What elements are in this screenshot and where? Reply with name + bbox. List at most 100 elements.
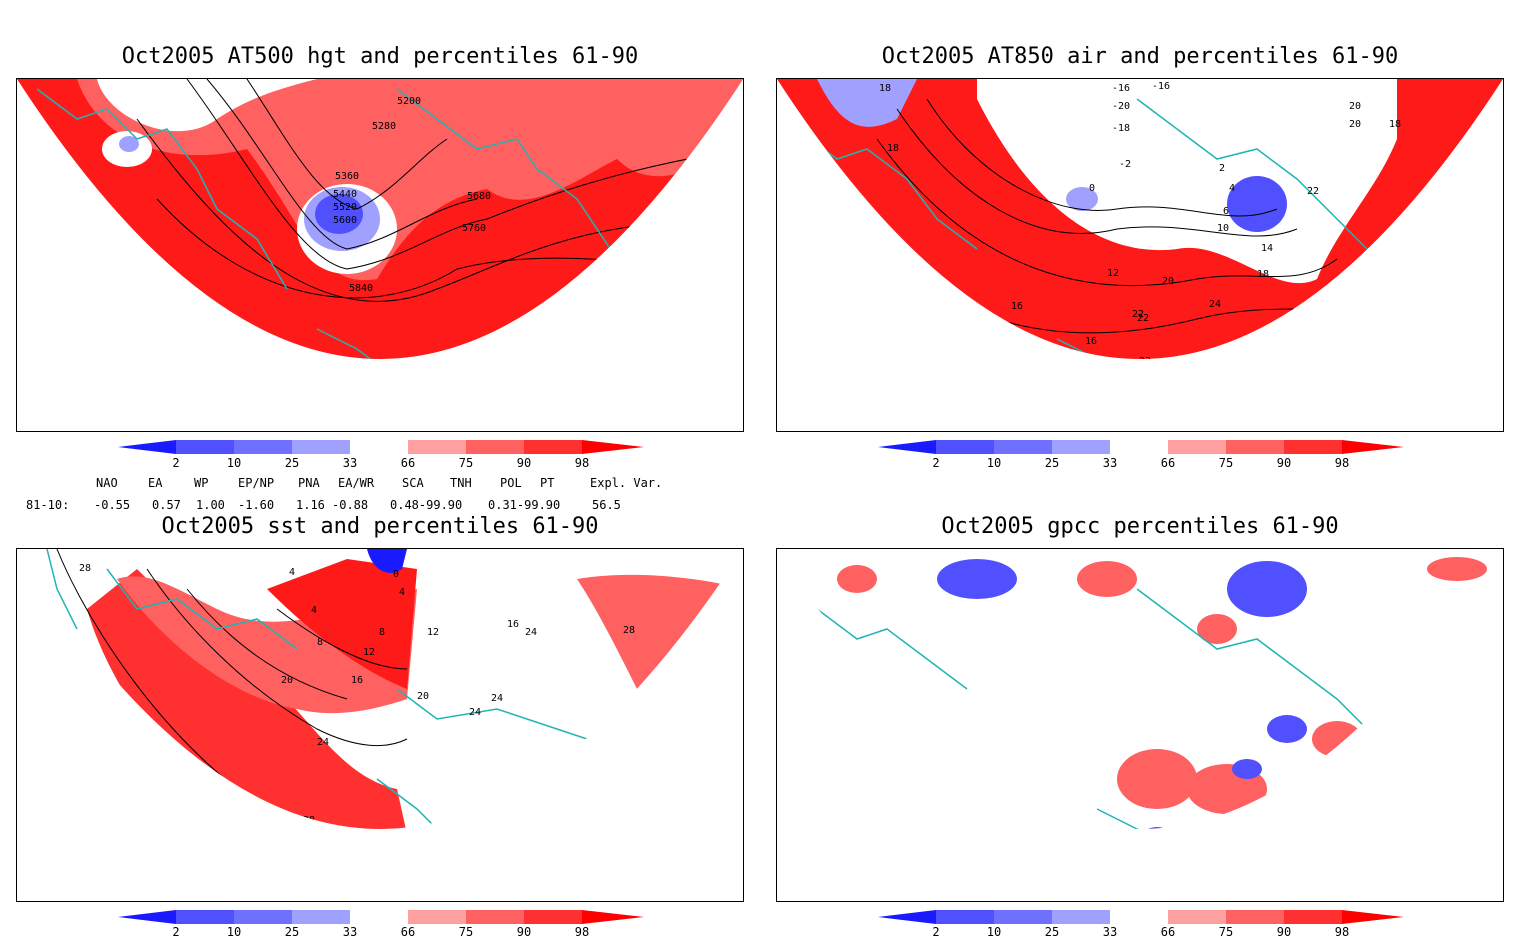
contour-label: 20: [1162, 276, 1174, 287]
field-patch: [97, 79, 317, 132]
contour-label: -16: [1112, 83, 1130, 94]
contour-label: 5520: [333, 202, 357, 213]
field-patch: [119, 136, 139, 152]
contour-label: 0: [1089, 183, 1095, 194]
colorbar-label: 75: [458, 925, 474, 939]
panel-title-sst: Oct2005 sst and percentiles 61-90: [161, 514, 599, 539]
contour-label: 16: [351, 675, 363, 686]
contour-label: 22: [1132, 309, 1144, 320]
contour-line: [876, 138, 1338, 287]
colorbar-label: 33: [1102, 456, 1118, 470]
colorbar-label: 2: [172, 925, 180, 939]
field-patch: [817, 79, 917, 127]
colorbar-swatches: [118, 440, 644, 454]
contour-line: [206, 79, 478, 250]
colorbar-label: 90: [1276, 456, 1292, 470]
colorbar-label: 33: [342, 925, 358, 939]
contour-label: 28: [623, 625, 635, 636]
index-value: 56.5: [592, 498, 621, 512]
colorbar-label: 75: [1218, 456, 1234, 470]
index-header: TNH: [450, 476, 472, 490]
colorbar-label: 90: [1276, 925, 1292, 939]
contour-label: 4: [1229, 183, 1235, 194]
contour-label: 5200: [397, 96, 421, 107]
map-gpcc: [777, 549, 1503, 829]
field-patch: [367, 549, 407, 573]
contour-label: 28: [79, 563, 91, 574]
coastline: [46, 549, 658, 829]
contour-label: 18: [1389, 119, 1401, 130]
index-header: EA: [148, 476, 163, 490]
contour-label: 18: [1257, 269, 1269, 280]
field-patch: [267, 559, 417, 689]
contour-label: 5280: [372, 121, 396, 132]
contour-label: 24: [1183, 368, 1195, 379]
contour-label: 12: [1107, 268, 1119, 279]
index-value: 0.48-99.90: [390, 498, 463, 512]
contour-line: [186, 79, 743, 270]
contour-label: 22: [1307, 186, 1319, 197]
contour-line: [246, 79, 448, 210]
contour-label: 5600: [333, 215, 357, 226]
contour-label: 16: [1085, 336, 1097, 347]
contour-label: 4: [311, 605, 317, 616]
colorbar-hgt500: 2 10 25 33 66 75 90 98: [118, 440, 644, 470]
index-header: Expl. Var.: [590, 476, 663, 490]
contour-label: 20: [281, 675, 293, 686]
contour-label: -2: [1119, 159, 1131, 170]
contour-label: 20: [1349, 119, 1361, 130]
contour-label: 22: [1139, 356, 1151, 367]
contour-label: 6: [1223, 206, 1229, 217]
colorbar-label: 66: [400, 456, 416, 470]
panel-title-gpcc: Oct2005 gpcc percentiles 61-90: [941, 514, 1339, 539]
contour-label: 18: [1163, 386, 1175, 397]
map-hgt500: 5200 5280 5360 5440 5520 5600 5680 5760 …: [17, 79, 743, 359]
contour-label: -18: [1112, 123, 1130, 134]
contour-line: [146, 568, 408, 747]
colorbar-air850: 2 10 25 33 66 75 90 98: [878, 440, 1404, 470]
contour-label: -20: [1112, 101, 1130, 112]
colorbar-label: 90: [516, 925, 532, 939]
colorbar-label: 33: [342, 456, 358, 470]
contour-label: 24: [1209, 299, 1221, 310]
contour-label: 8: [379, 627, 385, 638]
contour-label: 24: [31, 629, 43, 640]
panel-title-air850: Oct2005 AT850 air and percentiles 61-90: [881, 44, 1399, 69]
colorbar-label: 10: [986, 456, 1002, 470]
colorbar-label: 75: [458, 456, 474, 470]
contour-label: 8: [317, 637, 323, 648]
contour-line: [926, 98, 1278, 217]
colorbar-label: 66: [1160, 456, 1176, 470]
contour-label: 2: [1219, 163, 1225, 174]
colorbar-label: 10: [226, 925, 242, 939]
contour-label: 18: [1032, 379, 1044, 390]
field-patch: [1066, 187, 1098, 211]
map-air850: 18 18 16 18 -16 -16 -20 -18 -2 0 2 4 6 1…: [777, 79, 1503, 397]
contour-label: 5760: [462, 223, 486, 234]
contour-label: 16: [807, 193, 819, 204]
contour-line: [896, 108, 1298, 237]
colorbar-label: 66: [400, 925, 416, 939]
map-panel-hgt500: 5200 5280 5360 5440 5520 5600 5680 5760 …: [16, 78, 744, 432]
index-header: POL: [500, 476, 522, 490]
contour-label: 18: [887, 143, 899, 154]
field-patch: [1227, 176, 1287, 232]
colorbar-label: 98: [574, 925, 590, 939]
contour-label: 20: [1381, 315, 1393, 326]
index-header: EP/NP: [238, 476, 275, 490]
colorbar-label: 33: [1102, 925, 1118, 939]
contour-label: 0: [393, 569, 399, 580]
colorbar-label: 25: [1044, 925, 1060, 939]
contour-line: [186, 588, 348, 700]
colorbar-label: 25: [284, 925, 300, 939]
colorbar-gpcc: 2 10 25 33 66 75 90 98: [878, 910, 1404, 940]
contour-label: 4: [399, 587, 405, 598]
field-patch: [977, 79, 1397, 284]
contour-label: -16: [1152, 81, 1170, 92]
index-header: PNA: [298, 476, 320, 490]
colorbar-swatches: [118, 910, 644, 924]
index-value: 1.00: [196, 498, 225, 512]
field-base: [777, 549, 1503, 829]
contour-label: 16: [937, 356, 949, 367]
colorbar-label: 2: [172, 456, 180, 470]
